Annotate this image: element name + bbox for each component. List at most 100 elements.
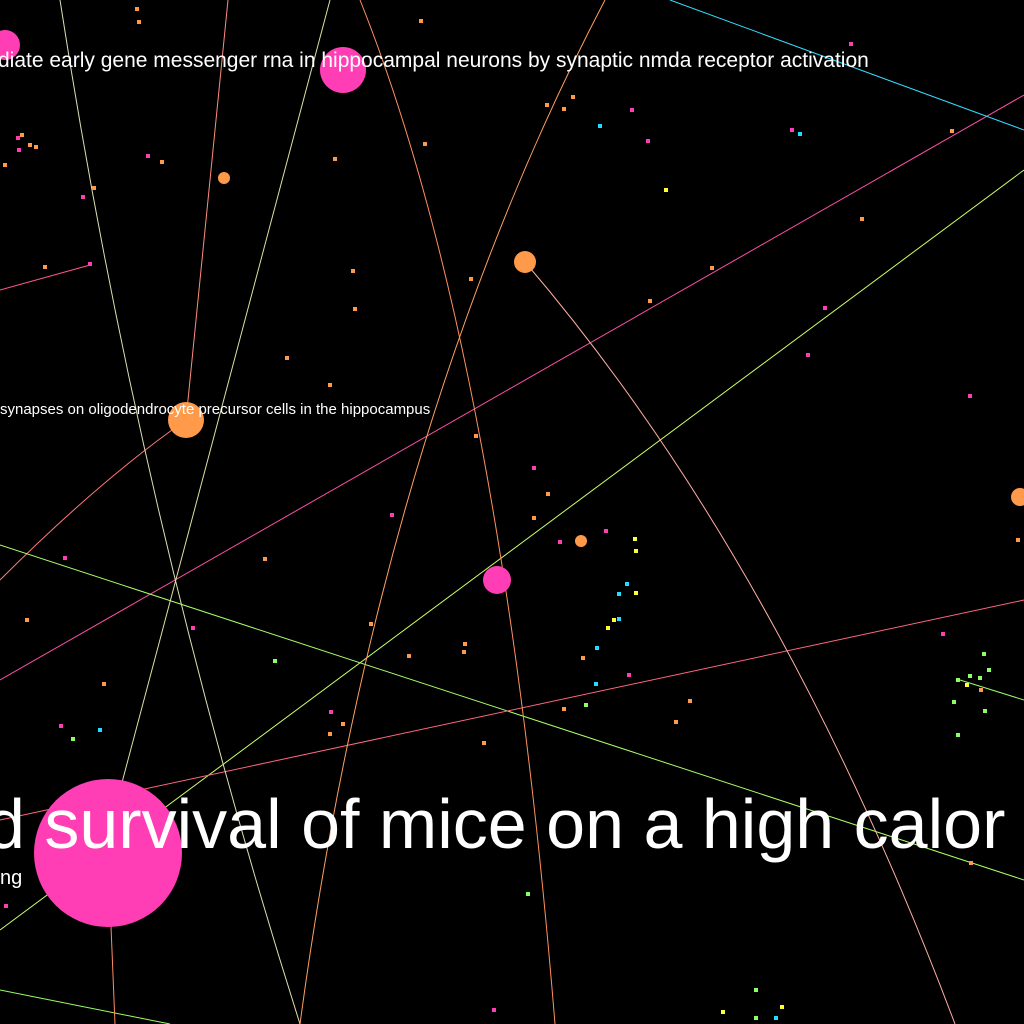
node xyxy=(646,139,650,143)
node xyxy=(4,904,8,908)
node xyxy=(790,128,794,132)
node xyxy=(860,217,864,221)
node xyxy=(968,394,972,398)
node xyxy=(674,720,678,724)
node xyxy=(1011,488,1024,506)
node xyxy=(983,709,987,713)
node xyxy=(956,678,960,682)
node xyxy=(634,591,638,595)
node xyxy=(562,107,566,111)
node xyxy=(3,163,7,167)
edge xyxy=(59,0,301,1024)
node xyxy=(88,262,92,266)
node xyxy=(978,676,982,680)
node xyxy=(168,402,204,438)
node xyxy=(584,703,588,707)
node xyxy=(273,659,277,663)
node xyxy=(558,540,562,544)
node xyxy=(612,618,616,622)
node xyxy=(952,700,956,704)
node xyxy=(774,1016,778,1020)
node xyxy=(798,132,802,136)
node xyxy=(407,654,411,658)
node xyxy=(81,195,85,199)
node xyxy=(806,353,810,357)
edge xyxy=(359,0,556,1024)
node xyxy=(63,556,67,560)
node xyxy=(688,699,692,703)
node xyxy=(604,529,608,533)
node xyxy=(532,466,536,470)
node xyxy=(968,674,972,678)
node xyxy=(627,673,631,677)
node xyxy=(218,172,230,184)
large-nodes xyxy=(0,30,1024,927)
node xyxy=(754,988,758,992)
node xyxy=(581,656,585,660)
small-nodes xyxy=(3,7,1020,1020)
node xyxy=(950,129,954,133)
node xyxy=(71,737,75,741)
node xyxy=(137,20,141,24)
node xyxy=(329,710,333,714)
node xyxy=(571,95,575,99)
node xyxy=(320,47,366,93)
node xyxy=(423,142,427,146)
node xyxy=(285,356,289,360)
node xyxy=(474,434,478,438)
node xyxy=(595,646,599,650)
node xyxy=(328,383,332,387)
node xyxy=(514,251,536,273)
node xyxy=(20,133,24,137)
edge xyxy=(119,0,331,791)
node xyxy=(562,707,566,711)
node xyxy=(617,617,621,621)
node xyxy=(630,108,634,112)
node xyxy=(25,618,29,622)
node xyxy=(92,186,96,190)
edge xyxy=(0,94,1024,681)
node xyxy=(135,7,139,11)
edge xyxy=(0,169,1024,931)
node xyxy=(146,154,150,158)
edge xyxy=(524,261,956,1024)
node xyxy=(98,728,102,732)
node xyxy=(634,549,638,553)
node xyxy=(754,1016,758,1020)
edge xyxy=(0,989,171,1024)
node xyxy=(160,160,164,164)
node xyxy=(982,652,986,656)
node xyxy=(492,1008,496,1012)
edge xyxy=(669,0,1024,131)
node xyxy=(463,642,467,646)
node xyxy=(28,143,32,147)
node xyxy=(191,626,195,630)
edge xyxy=(185,0,229,421)
node xyxy=(469,277,473,281)
node xyxy=(532,516,536,520)
node xyxy=(598,124,602,128)
node xyxy=(594,682,598,686)
node xyxy=(263,557,267,561)
node xyxy=(664,188,668,192)
edge xyxy=(959,679,1024,701)
node xyxy=(721,1010,725,1014)
node xyxy=(545,103,549,107)
node xyxy=(849,42,853,46)
edge xyxy=(0,599,1024,821)
node xyxy=(956,733,960,737)
node xyxy=(575,535,587,547)
node-label: d survival of mice on a high calor xyxy=(0,785,1005,863)
node xyxy=(333,157,337,161)
node xyxy=(419,19,423,23)
node xyxy=(625,582,629,586)
node xyxy=(979,688,983,692)
node xyxy=(17,148,21,152)
node-label: ng xyxy=(0,867,22,889)
node xyxy=(546,492,550,496)
node xyxy=(341,722,345,726)
node xyxy=(823,306,827,310)
